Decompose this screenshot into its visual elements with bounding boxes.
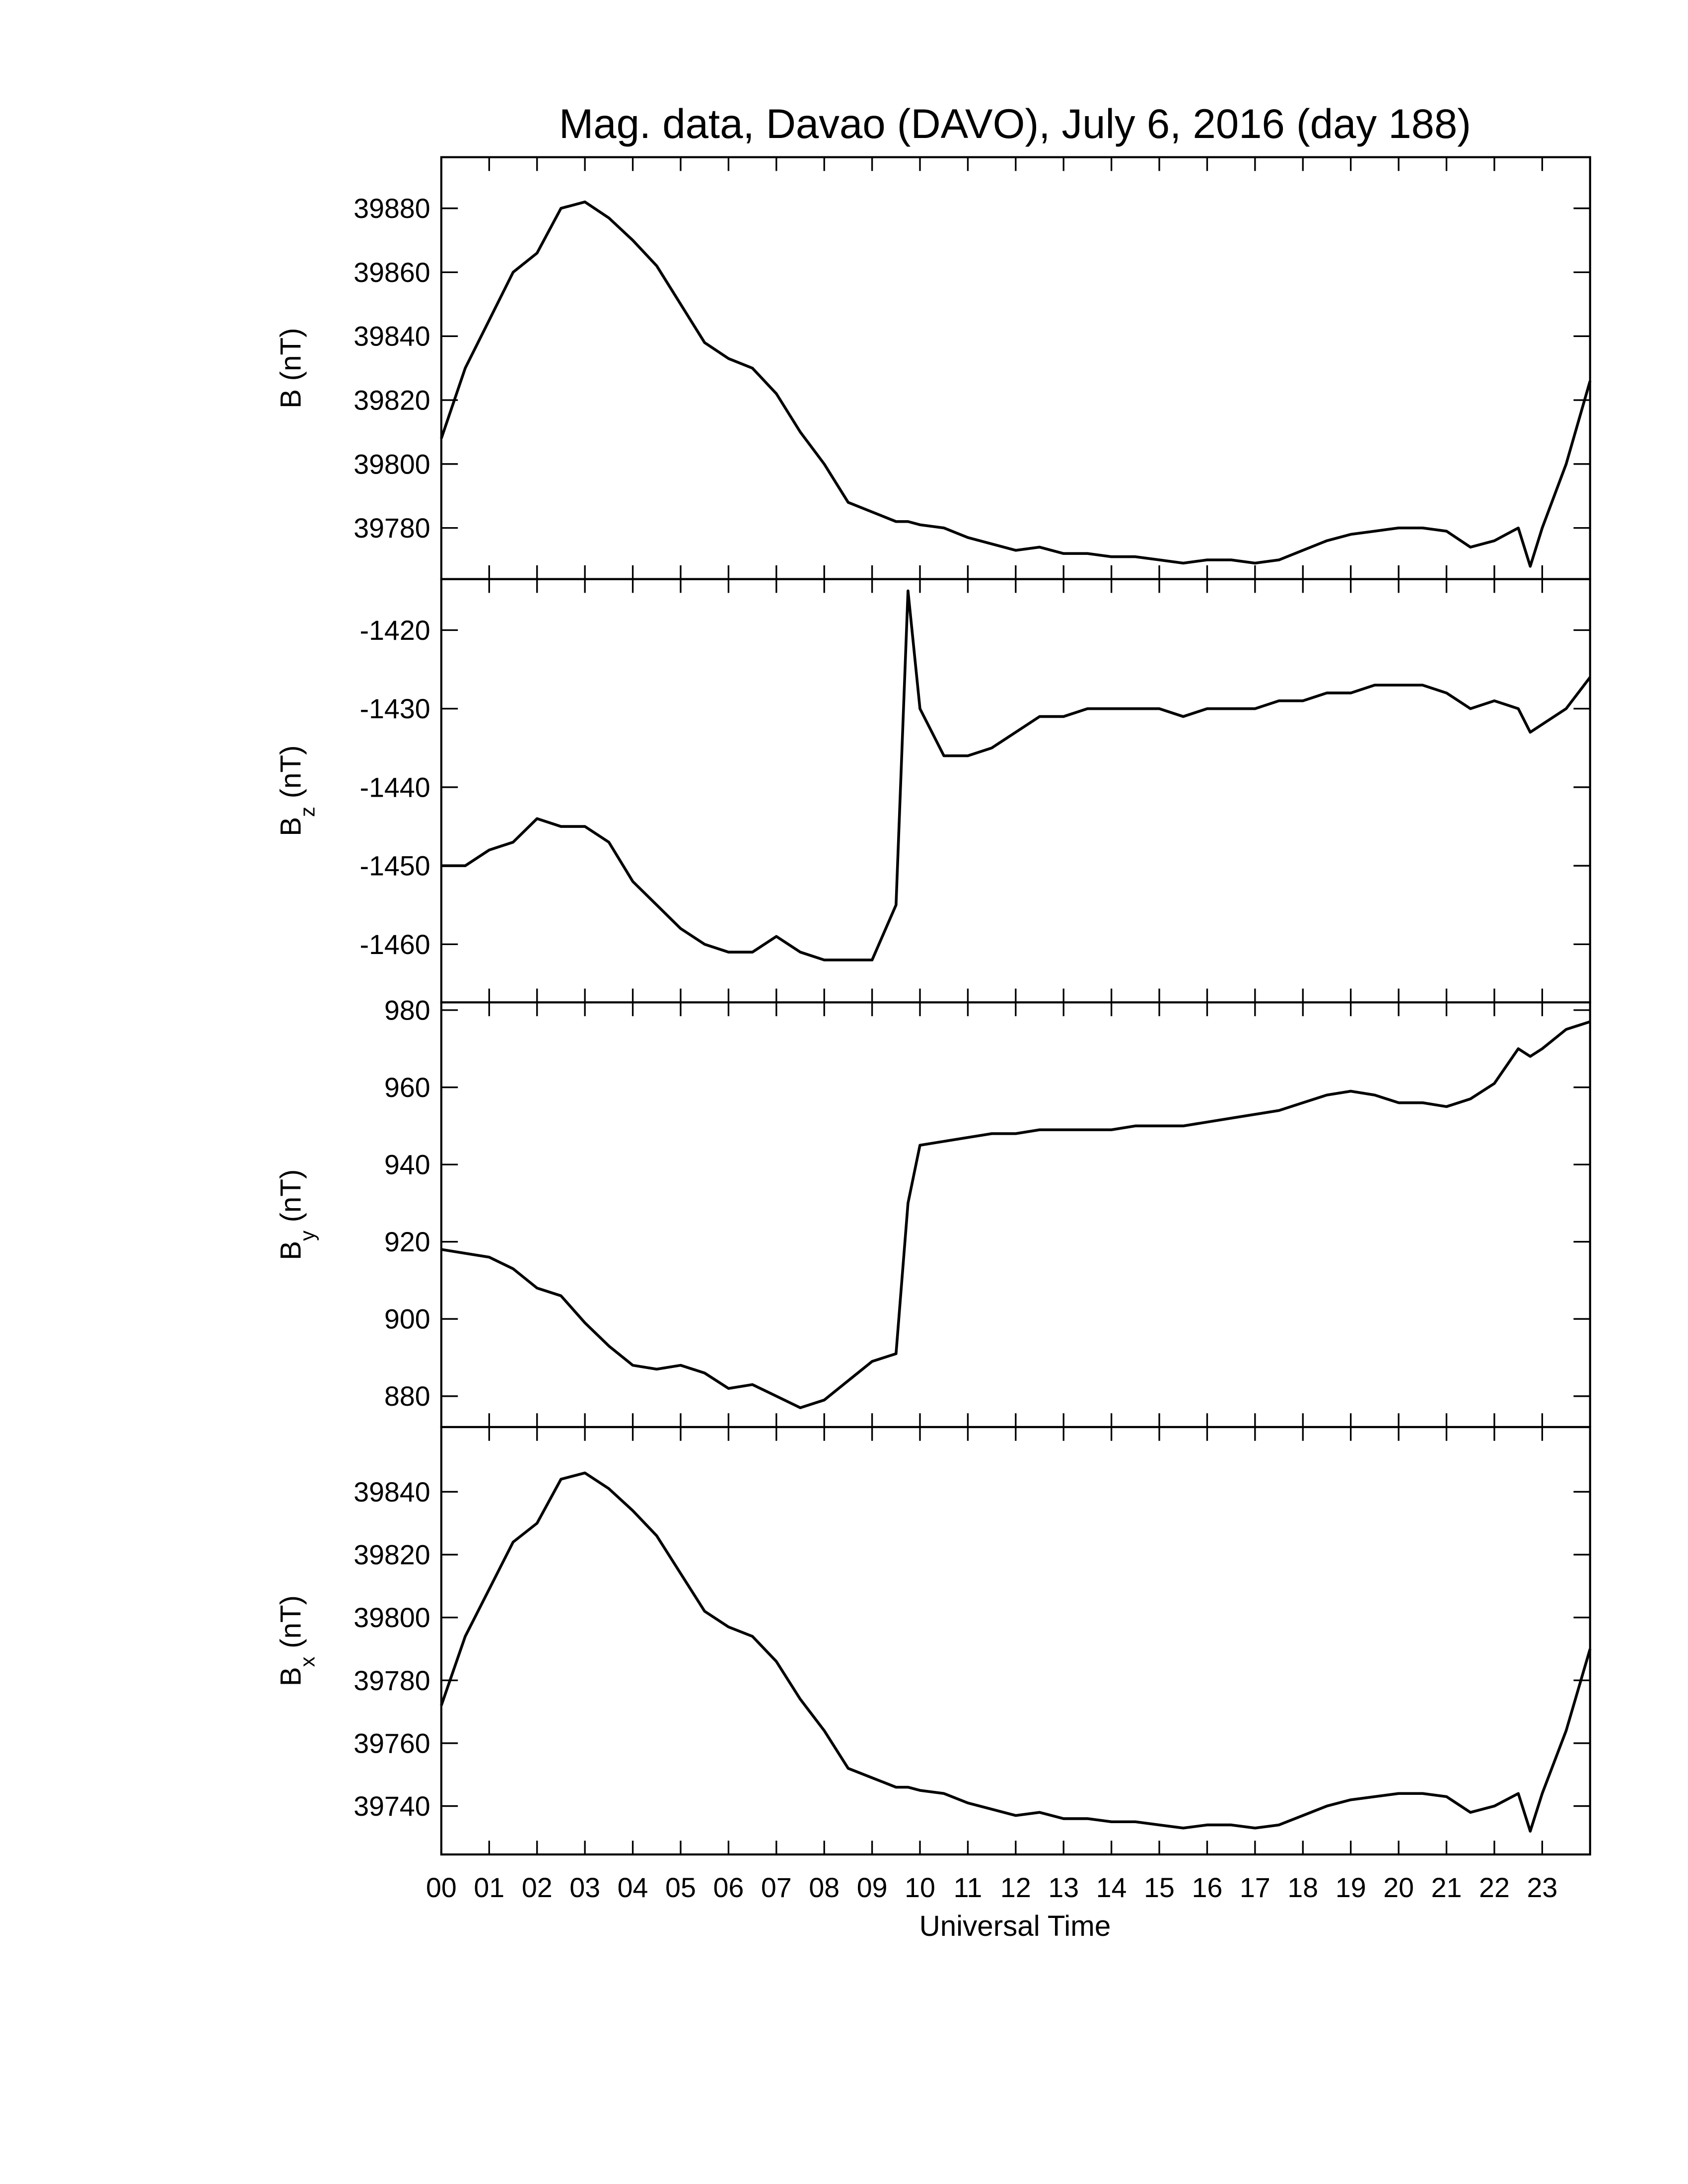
x-axis-label: Universal Time — [919, 1910, 1111, 1942]
y-tick-label: -1450 — [360, 851, 430, 882]
x-tick-label: 13 — [1048, 1872, 1079, 1903]
y-label-unit: (nT) — [275, 745, 307, 798]
x-tick-label: 03 — [569, 1872, 600, 1903]
y-axis-label: B (nT) — [275, 328, 307, 408]
data-line — [441, 589, 1591, 961]
y-tick-label: 39820 — [353, 1540, 430, 1570]
y-axis-label: Bx (nT) — [275, 1595, 319, 1686]
data-line — [440, 201, 1592, 568]
y-axis-label: Bz (nT) — [275, 745, 319, 836]
y-tick-label: 900 — [384, 1304, 430, 1335]
x-tick-label: 02 — [522, 1872, 553, 1903]
y-tick-label: -1440 — [360, 772, 430, 803]
data-line — [440, 1471, 1592, 1833]
y-tick-label: 920 — [384, 1227, 430, 1257]
y-label-subscript: y — [295, 1230, 319, 1241]
x-tick-label: 12 — [1000, 1872, 1031, 1903]
x-tick-label: 11 — [954, 1872, 983, 1903]
y-tick-label: -1430 — [360, 693, 430, 724]
y-label-symbol: B — [275, 817, 307, 836]
x-tick-label: 14 — [1096, 1872, 1127, 1903]
y-label-symbol: B — [275, 389, 307, 409]
y-label-symbol: B — [275, 1241, 307, 1260]
y-axis-label: By (nT) — [275, 1169, 319, 1260]
y-label-subscript: x — [295, 1656, 319, 1667]
y-label-unit: (nT) — [275, 1169, 307, 1223]
y-tick-label: -1460 — [360, 929, 430, 960]
x-tick-label: 21 — [1431, 1872, 1462, 1903]
x-tick-label: 17 — [1240, 1872, 1270, 1903]
y-tick-label: 39760 — [353, 1728, 430, 1759]
y-tick-label: 39840 — [353, 1477, 430, 1507]
y-label-subscript: z — [295, 807, 319, 817]
chart-title: Mag. data, Davao (DAVO), July 6, 2016 (d… — [559, 101, 1471, 147]
x-tick-label: 15 — [1144, 1872, 1175, 1903]
y-tick-label: -1420 — [360, 615, 430, 646]
y-label-unit: (nT) — [275, 1595, 307, 1648]
y-tick-label: 39820 — [353, 385, 430, 416]
y-tick-label: 39740 — [353, 1791, 430, 1822]
y-label-unit: (nT) — [275, 328, 307, 381]
x-tick-label: 20 — [1383, 1872, 1414, 1903]
y-tick-label: 39840 — [353, 321, 430, 352]
y-label-symbol: B — [275, 1667, 307, 1686]
y-tick-label: 39880 — [353, 193, 430, 224]
x-tick-label: 19 — [1336, 1872, 1366, 1903]
x-tick-label: 10 — [905, 1872, 935, 1903]
y-tick-label: 39780 — [353, 1665, 430, 1696]
x-tick-label: 04 — [618, 1872, 648, 1903]
x-tick-label: 05 — [665, 1872, 696, 1903]
x-tick-label: 09 — [857, 1872, 888, 1903]
x-tick-label: 08 — [809, 1872, 840, 1903]
y-tick-label: 39860 — [353, 257, 430, 288]
data-line — [441, 1020, 1591, 1409]
y-tick-label: 960 — [384, 1072, 430, 1103]
y-tick-label: 39780 — [353, 513, 430, 544]
x-tick-label: 16 — [1192, 1872, 1223, 1903]
x-tick-label: 06 — [713, 1872, 744, 1903]
y-tick-label: 980 — [384, 995, 430, 1025]
x-tick-label: 22 — [1479, 1872, 1510, 1903]
y-tick-label: 940 — [384, 1150, 430, 1180]
x-tick-label: 23 — [1527, 1872, 1557, 1903]
x-tick-label: 00 — [426, 1872, 457, 1903]
x-tick-label: 01 — [474, 1872, 504, 1903]
y-tick-label: 39800 — [353, 1602, 430, 1633]
y-tick-label: 880 — [384, 1381, 430, 1412]
y-tick-label: 39800 — [353, 449, 430, 479]
x-tick-label: 07 — [761, 1872, 792, 1903]
x-tick-label: 18 — [1287, 1872, 1318, 1903]
